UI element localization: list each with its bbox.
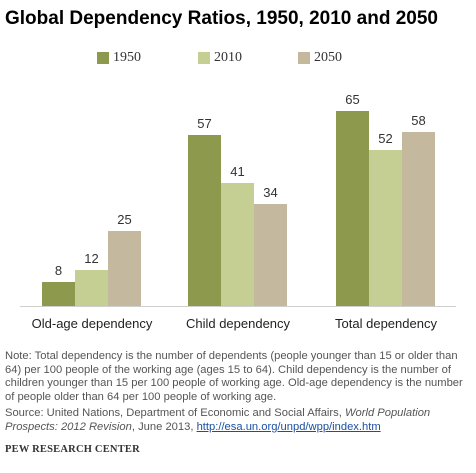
data-label-1950-child-dependency: 57 [197,116,211,131]
data-label-1950-total-dependency: 65 [345,92,359,107]
data-label-2010-child-dependency: 41 [230,164,244,179]
chart-source: Source: United Nations, Department of Ec… [5,407,471,434]
legend-item-1950: 1950 [97,48,141,68]
category-label-child-dependency: Child dependency [186,316,291,331]
legend-label-2050: 2050 [314,50,342,65]
bar-2010-total-dependency [369,150,402,306]
data-label-1950-old-age-dependency: 8 [55,263,62,278]
bar-1950-child-dependency [188,135,221,306]
data-label-2050-child-dependency: 34 [263,185,277,200]
source-publication: World Population Prospects: 2012 Revisio… [5,407,431,433]
source-link[interactable]: http://esa.un.org/unpd/wpp/index.htm [196,420,381,433]
bar-2050-child-dependency [254,204,287,306]
data-label-2050-old-age-dependency: 25 [117,212,131,227]
bar-chart: 8 57 65 12 41 52 25 34 58 Old-age dependency Child… [20,92,456,331]
bar-1950-old-age-dependency [42,282,75,306]
legend-swatch-2050 [298,52,310,64]
bar-2010-old-age-dependency [75,270,108,306]
category-label-total-dependency: Total dependency [335,316,437,331]
legend: 1950 2010 2050 [0,48,476,68]
source-middle: , June 2013, [131,420,197,433]
chart-title: Global Dependency Ratios, 1950, 2010 and… [5,8,438,29]
legend-label-1950: 1950 [113,50,141,65]
category-label-old-age-dependency: Old-age dependency [32,316,153,331]
legend-item-2010: 2010 [198,48,242,68]
chart-note: Note: Total dependency is the number of … [5,350,463,403]
bar-2050-total-dependency [402,132,435,306]
legend-label-2010: 2010 [214,50,242,65]
footer-credit: PEW RESEARCH CENTER [5,444,140,455]
bar-2050-old-age-dependency [108,231,141,306]
data-label-2010-total-dependency: 52 [378,131,392,146]
legend-item-2050: 2050 [298,48,342,68]
data-label-2050-total-dependency: 58 [411,113,425,128]
data-label-2010-old-age-dependency: 12 [84,251,98,266]
bar-2010-child-dependency [221,183,254,306]
source-prefix: Source: United Nations, Department of Ec… [5,407,345,419]
legend-swatch-2010 [198,52,210,64]
bar-1950-total-dependency [336,111,369,306]
legend-swatch-1950 [97,52,109,64]
